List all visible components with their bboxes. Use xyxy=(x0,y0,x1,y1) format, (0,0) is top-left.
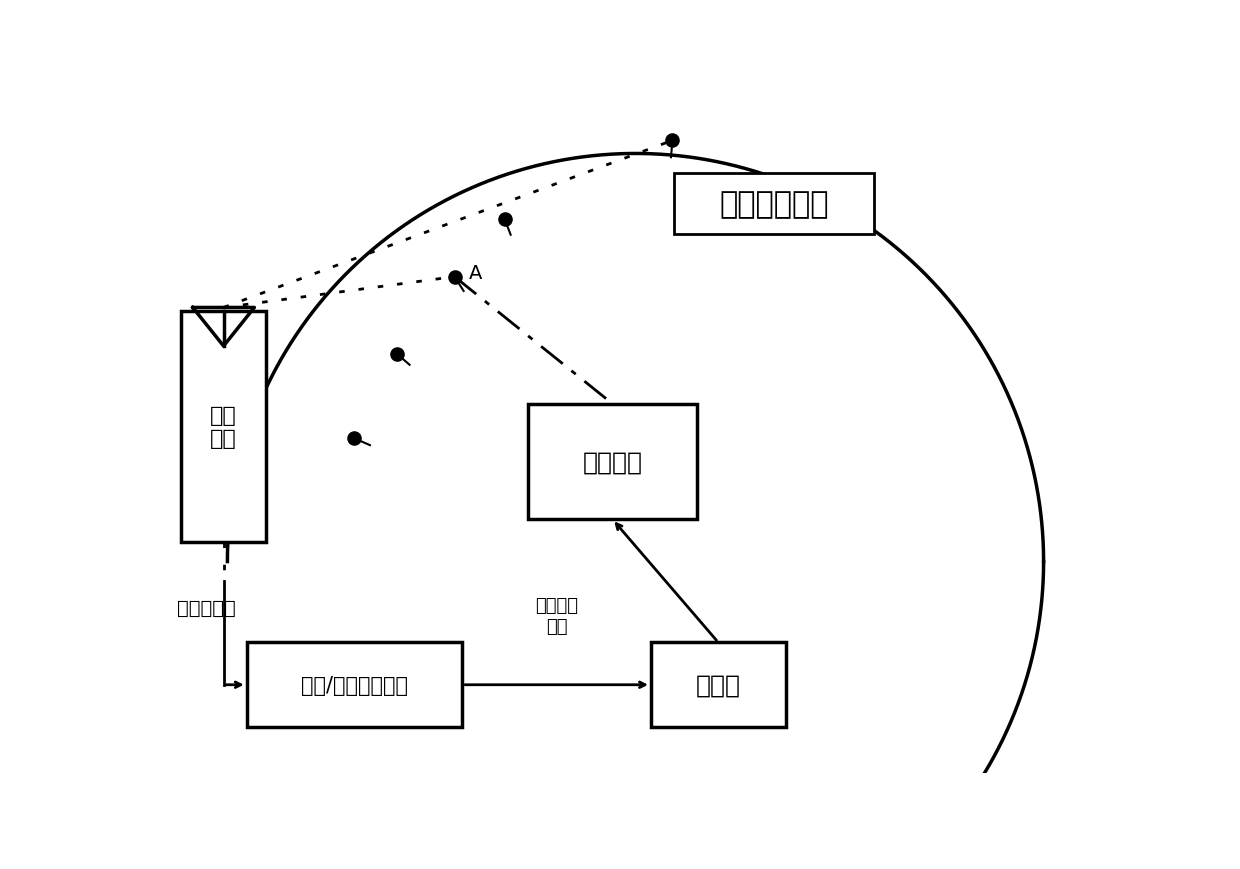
Text: 信号源: 信号源 xyxy=(696,673,740,697)
Bar xyxy=(675,174,874,235)
Bar xyxy=(247,643,463,727)
Text: 球面阵列天线: 球面阵列天线 xyxy=(719,189,828,219)
Bar xyxy=(528,404,697,520)
Bar xyxy=(181,312,265,542)
Bar xyxy=(651,643,786,727)
Point xyxy=(387,348,407,362)
Point xyxy=(345,432,365,446)
Text: 标枚参考
信号: 标枚参考 信号 xyxy=(536,596,578,635)
Text: 待标枚信号: 待标枚信号 xyxy=(177,599,236,618)
Text: 天线通道: 天线通道 xyxy=(583,450,642,474)
Point xyxy=(445,270,465,284)
Point xyxy=(495,213,515,227)
Text: 标枚
链路: 标枚 链路 xyxy=(210,406,237,449)
Point xyxy=(662,134,682,148)
Text: A: A xyxy=(469,264,482,283)
Text: 幅度/相位标枚设备: 幅度/相位标枚设备 xyxy=(301,675,408,695)
